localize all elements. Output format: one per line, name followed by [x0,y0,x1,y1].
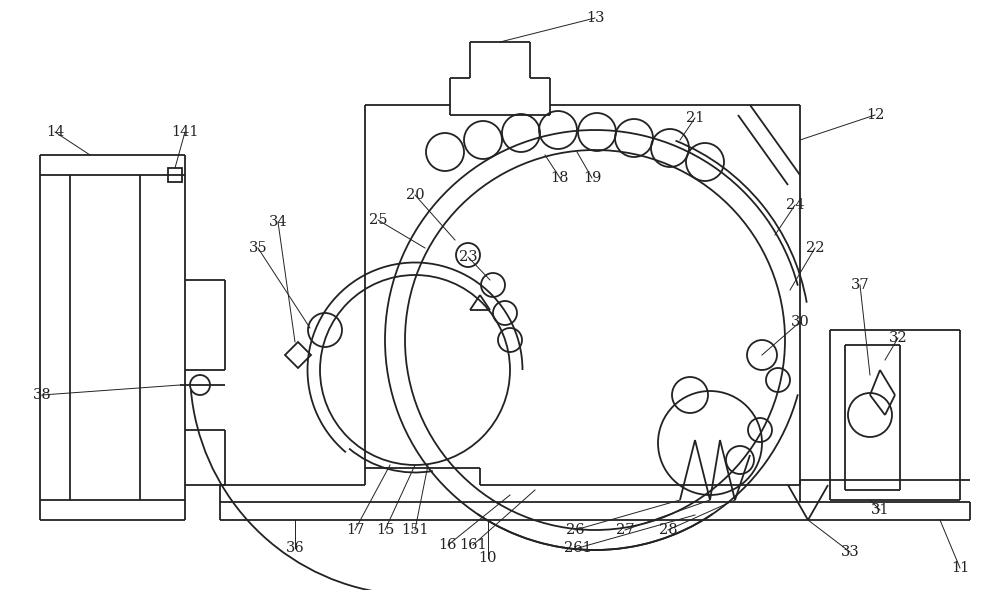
Text: 18: 18 [551,171,569,185]
Text: 25: 25 [369,213,387,227]
Text: 36: 36 [286,541,304,555]
Text: 14: 14 [46,125,64,139]
Text: 28: 28 [659,523,677,537]
Text: 27: 27 [616,523,634,537]
Text: 13: 13 [586,11,604,25]
Text: 37: 37 [851,278,869,292]
Text: 38: 38 [33,388,51,402]
Text: 20: 20 [406,188,424,202]
Text: 22: 22 [806,241,824,255]
Bar [168,168,182,182]
Text: 30: 30 [791,315,809,329]
Text: 34: 34 [269,215,287,229]
Text: 24: 24 [786,198,804,212]
Text: 12: 12 [866,108,884,122]
Text: 15: 15 [376,523,394,537]
Text: 10: 10 [479,551,497,565]
Text: 11: 11 [951,561,969,575]
Text: 26: 26 [566,523,584,537]
Text: 31: 31 [871,503,889,517]
Text: 151: 151 [401,523,429,537]
Text: 33: 33 [841,545,859,559]
Text: 35: 35 [249,241,267,255]
Text: 19: 19 [583,171,601,185]
Text: 32: 32 [889,331,907,345]
Text: 141: 141 [171,125,199,139]
Text: 261: 261 [564,541,592,555]
Text: 23: 23 [459,250,477,264]
Text: 16: 16 [439,538,457,552]
Text: 21: 21 [686,111,704,125]
Text: 161: 161 [459,538,487,552]
Text: 17: 17 [346,523,364,537]
